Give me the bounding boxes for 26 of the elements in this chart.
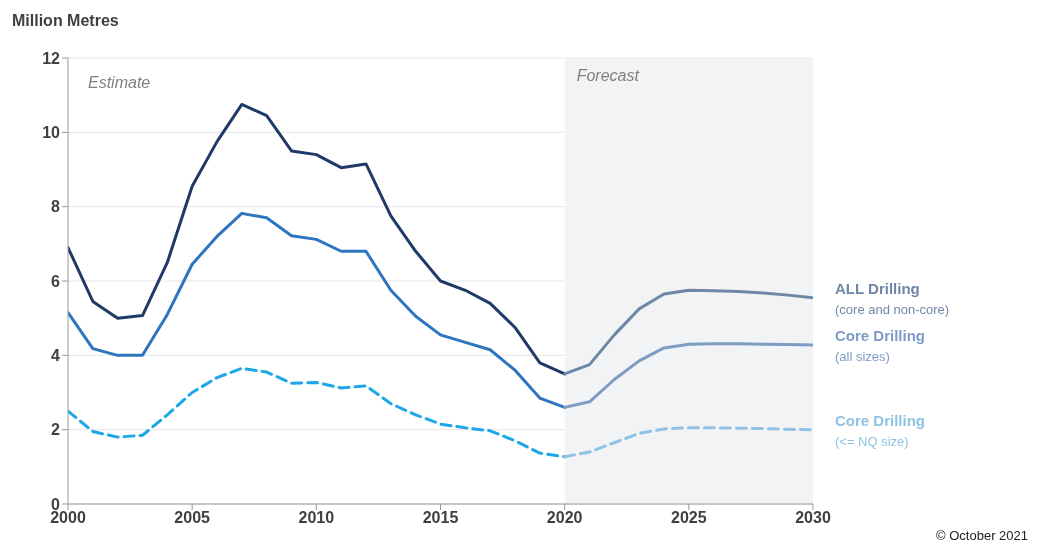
- x-tick-label: 2030: [795, 509, 831, 527]
- y-axis-title: Million Metres: [12, 12, 119, 30]
- annotation: Estimate: [88, 74, 151, 92]
- line-series: [68, 102, 567, 376]
- series-label: Core Drilling (<= NQ size): [835, 411, 926, 449]
- series-label: Core Drilling (all sizes): [835, 326, 926, 364]
- y-tick-label: 2: [51, 421, 61, 439]
- x-tick-label: 2000: [50, 509, 86, 527]
- x-tick-label: 2015: [422, 509, 459, 527]
- band-label: Forecast: [576, 67, 640, 85]
- y-tick-label: 10: [42, 124, 61, 142]
- text: © October 2021: [936, 528, 1028, 543]
- line-series: [68, 366, 567, 459]
- line-series: [68, 211, 567, 409]
- line-series: [563, 288, 813, 376]
- line-series: [563, 342, 813, 409]
- y-tick-label: 6: [51, 272, 61, 290]
- series-label: ALL Drilling (core and non-core): [835, 279, 950, 317]
- y-tick-label: 12: [42, 49, 61, 67]
- y-tick-label: 4: [51, 347, 61, 365]
- x-tick-label: 2025: [671, 509, 707, 527]
- y-tick-label: 8: [51, 198, 61, 216]
- x-tick-label: 2010: [298, 509, 335, 527]
- line-series: [563, 426, 813, 459]
- x-tick-label: 2020: [546, 509, 583, 527]
- x-tick-label: 2005: [174, 509, 211, 527]
